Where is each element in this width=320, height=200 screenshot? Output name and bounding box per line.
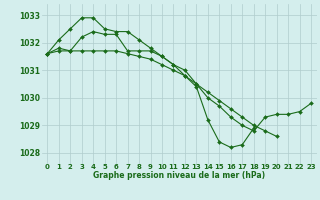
X-axis label: Graphe pression niveau de la mer (hPa): Graphe pression niveau de la mer (hPa) (93, 171, 265, 180)
